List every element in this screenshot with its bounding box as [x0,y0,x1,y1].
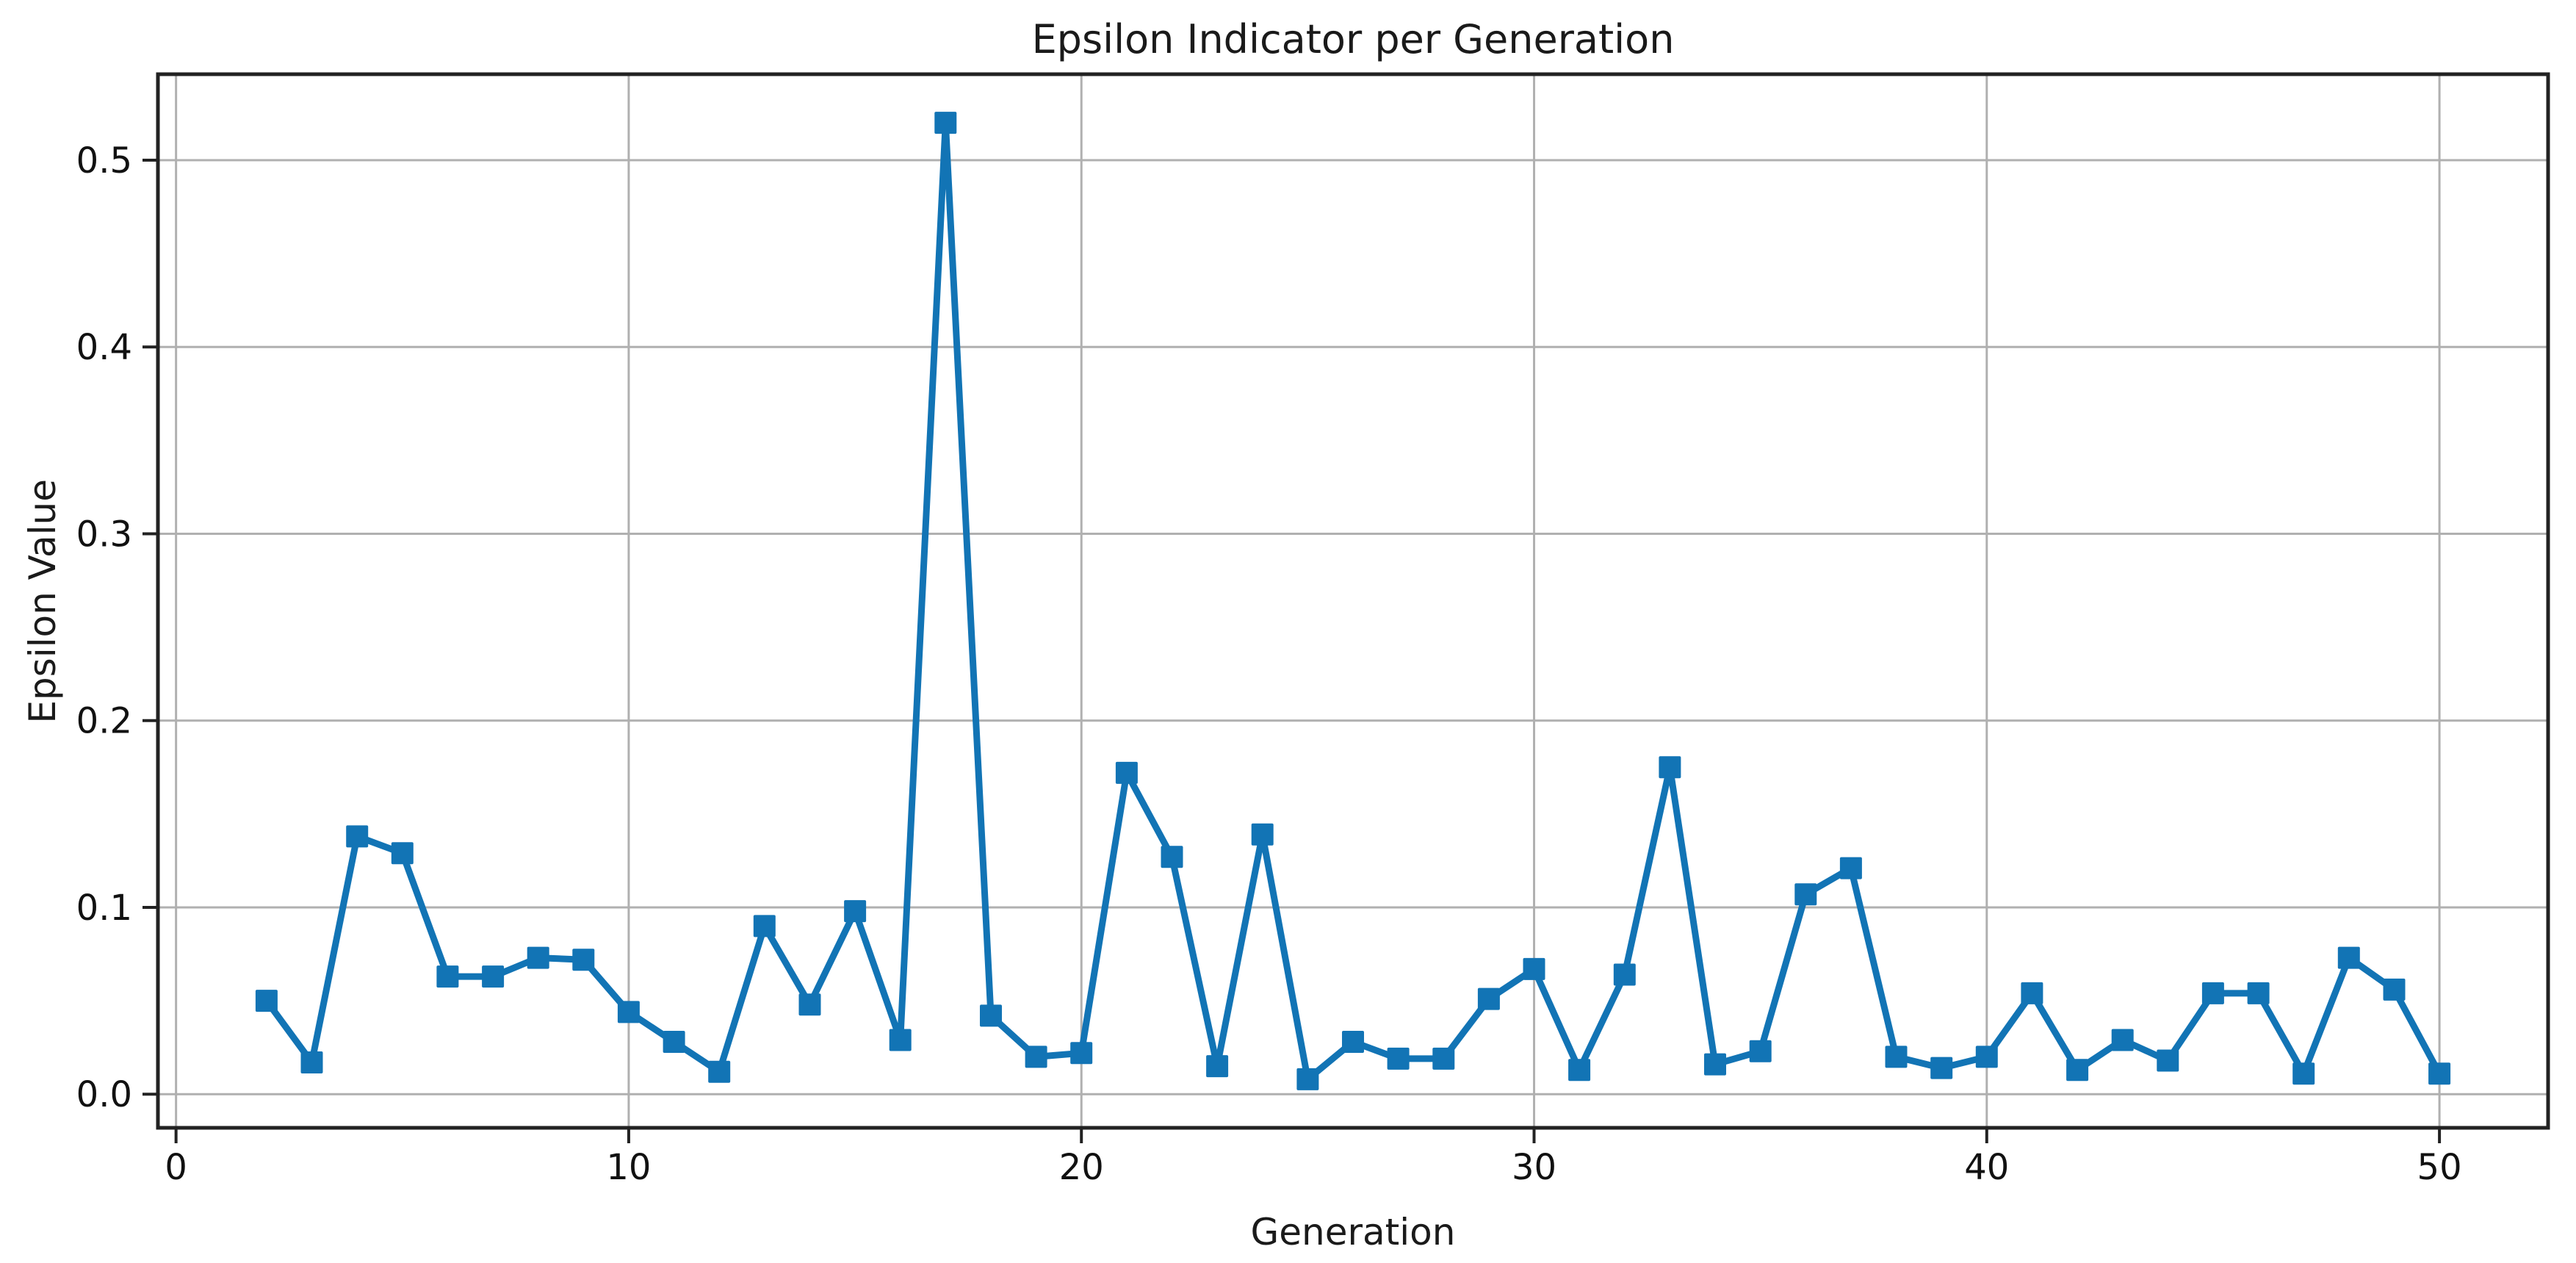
axes-background [158,74,2548,1128]
data-point-marker [1070,1042,1093,1065]
data-point-marker [2383,978,2406,1001]
y-axis-label: Epsilon Value [21,478,64,724]
data-point-marker [1930,1057,1953,1079]
data-point-marker [2066,1059,2089,1082]
data-point-marker [1115,761,1138,784]
data-point-marker [1749,1040,1772,1062]
x-axis-label: Generation [1250,1211,1456,1253]
y-tick-label: 0.0 [76,1074,132,1115]
y-tick-label: 0.5 [76,140,132,181]
data-point-marker [436,965,459,988]
data-point-marker [844,900,867,923]
data-point-marker [1523,957,1545,980]
data-point-marker [1387,1047,1410,1070]
data-point-marker [1704,1053,1726,1076]
data-point-marker [663,1031,685,1053]
data-point-marker [482,965,505,988]
data-point-marker [2157,1049,2179,1072]
data-point-marker [1477,987,1500,1010]
data-point-marker [1206,1055,1229,1078]
x-tick-label: 30 [1512,1147,1556,1188]
data-point-marker [980,1004,1002,1027]
data-point-marker [617,1001,640,1023]
data-point-marker [1296,1068,1319,1090]
x-tick-label: 40 [1964,1147,2009,1188]
data-point-marker [708,1060,731,1083]
y-tick-label: 0.2 [76,701,132,742]
data-point-marker [2201,982,2224,1004]
data-point-marker [1794,883,1817,906]
data-point-marker [2292,1062,2315,1085]
chart-title: Epsilon Indicator per Generation [1031,16,1675,62]
data-point-marker [1975,1046,1998,1068]
axes-frame [156,72,2550,1130]
data-point-marker [527,946,549,969]
data-point-marker [2021,982,2043,1004]
data-point-marker [1885,1046,1908,1068]
data-point-marker [2111,1029,2134,1051]
y-axis-label-wrap: Epsilon Value [6,0,79,1202]
y-tick-label: 0.4 [76,327,132,368]
data-point-marker [1025,1046,1047,1068]
data-point-marker [300,1051,323,1073]
data-point-marker [2247,982,2270,1004]
data-point-marker [1342,1031,1364,1053]
data-point-marker [2337,946,2360,969]
y-tick-label: 0.1 [76,888,132,929]
data-point-marker [1251,823,1274,846]
data-point-marker [798,993,821,1016]
y-tick-label: 0.3 [76,514,132,555]
data-point-marker [1568,1059,1591,1082]
data-point-marker [2428,1062,2451,1085]
data-point-marker [934,112,957,134]
data-point-marker [391,842,414,865]
data-point-marker [753,915,776,938]
data-point-marker [1659,756,1681,779]
data-point-marker [889,1029,912,1051]
x-tick-label: 10 [606,1147,651,1188]
data-point-marker [1161,846,1183,868]
data-point-marker [1432,1047,1455,1070]
data-point-marker [572,949,595,971]
x-tick-label: 50 [2417,1147,2462,1188]
x-tick-label: 0 [165,1147,187,1188]
data-point-marker [1839,857,1862,879]
x-tick-label: 20 [1059,1147,1104,1188]
data-point-marker [346,825,369,848]
data-point-marker [255,990,278,1012]
data-point-marker [1613,963,1636,986]
